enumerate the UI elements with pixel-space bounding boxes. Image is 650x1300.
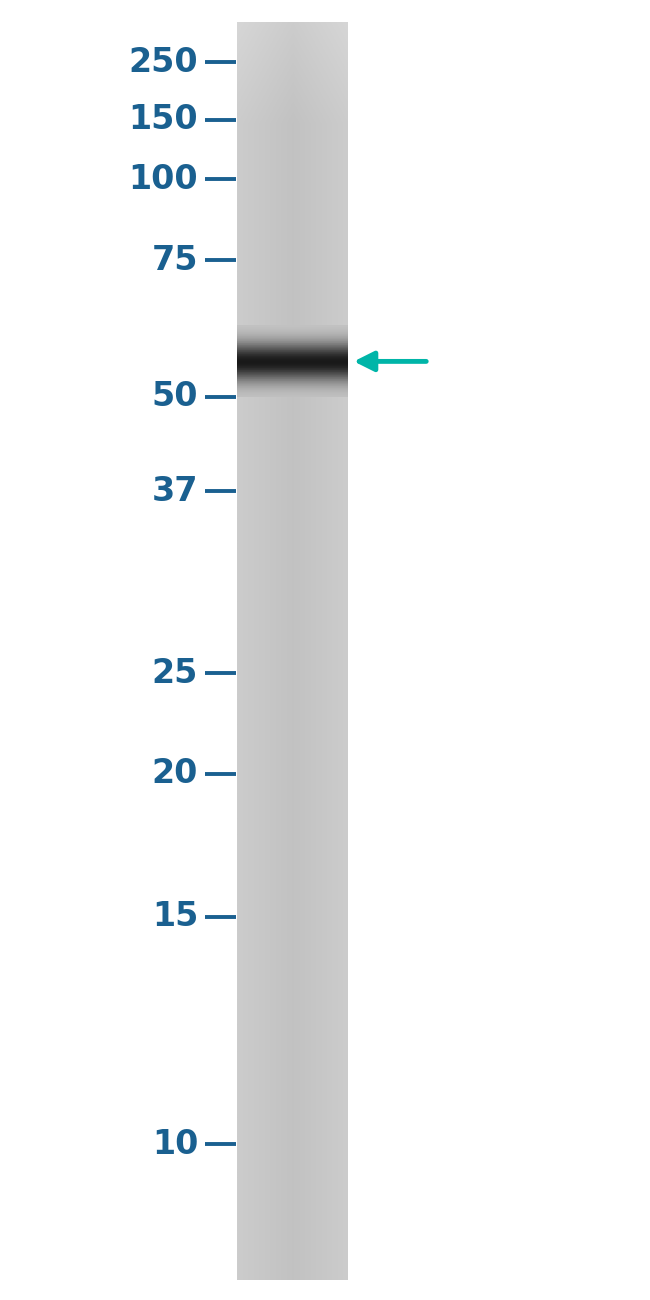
Text: 15: 15 — [152, 900, 198, 933]
Text: 75: 75 — [151, 243, 198, 277]
Text: 20: 20 — [152, 757, 198, 790]
Text: 50: 50 — [151, 380, 198, 413]
Text: 25: 25 — [152, 656, 198, 690]
Text: 150: 150 — [129, 103, 198, 136]
Text: 100: 100 — [129, 162, 198, 196]
Text: 250: 250 — [129, 46, 198, 79]
Text: 37: 37 — [151, 474, 198, 508]
Text: 10: 10 — [152, 1127, 198, 1161]
